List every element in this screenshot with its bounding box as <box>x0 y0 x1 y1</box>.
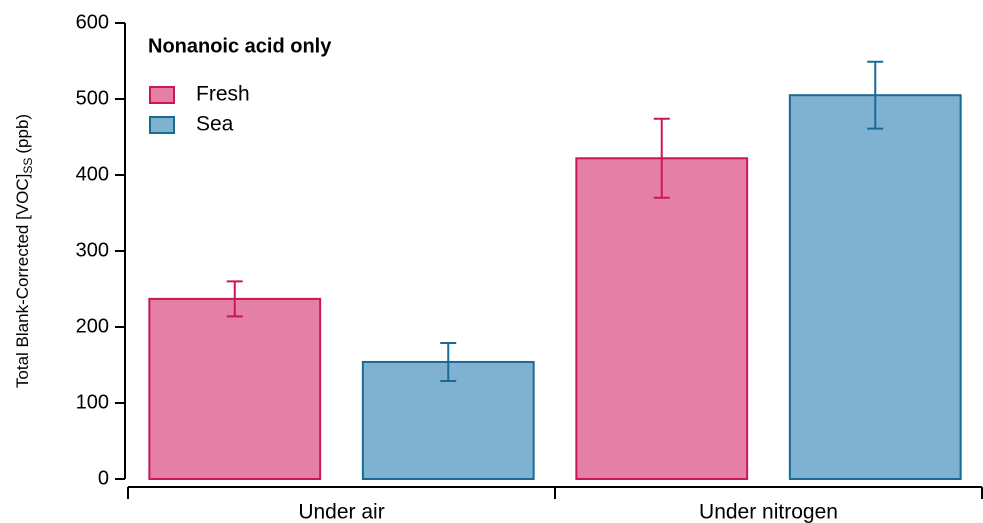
legend-label: Sea <box>196 113 234 136</box>
y-tick-label: 300 <box>76 239 109 261</box>
legend-swatch <box>149 86 175 104</box>
x-tick-label: Under nitrogen <box>699 501 838 523</box>
x-tick-label: Under air <box>298 501 384 523</box>
y-label-unit: (ppb) <box>13 114 32 154</box>
legend-swatch <box>149 116 175 134</box>
error-bar <box>653 117 670 199</box>
bar <box>148 297 322 480</box>
y-label-sub: SS <box>21 158 35 174</box>
error-bar <box>867 60 884 130</box>
y-tick-label: 100 <box>76 391 109 413</box>
error-bar <box>440 341 457 382</box>
error-bar <box>226 280 243 318</box>
legend-title: Nonanoic acid only <box>148 35 332 57</box>
y-tick-label: 0 <box>98 467 109 489</box>
y-tick-label: 200 <box>76 315 109 337</box>
legend-label: Fresh <box>196 83 250 106</box>
bar <box>575 157 749 480</box>
y-tick-label: 400 <box>76 163 109 185</box>
bar <box>788 94 962 480</box>
y-tick-label: 500 <box>76 87 109 109</box>
y-tick-label: 600 <box>76 11 109 33</box>
y-axis-label: Total Blank-Corrected [VOC]SS (ppb) <box>13 114 35 388</box>
y-label-main: Total Blank-Corrected [VOC] <box>13 174 32 388</box>
